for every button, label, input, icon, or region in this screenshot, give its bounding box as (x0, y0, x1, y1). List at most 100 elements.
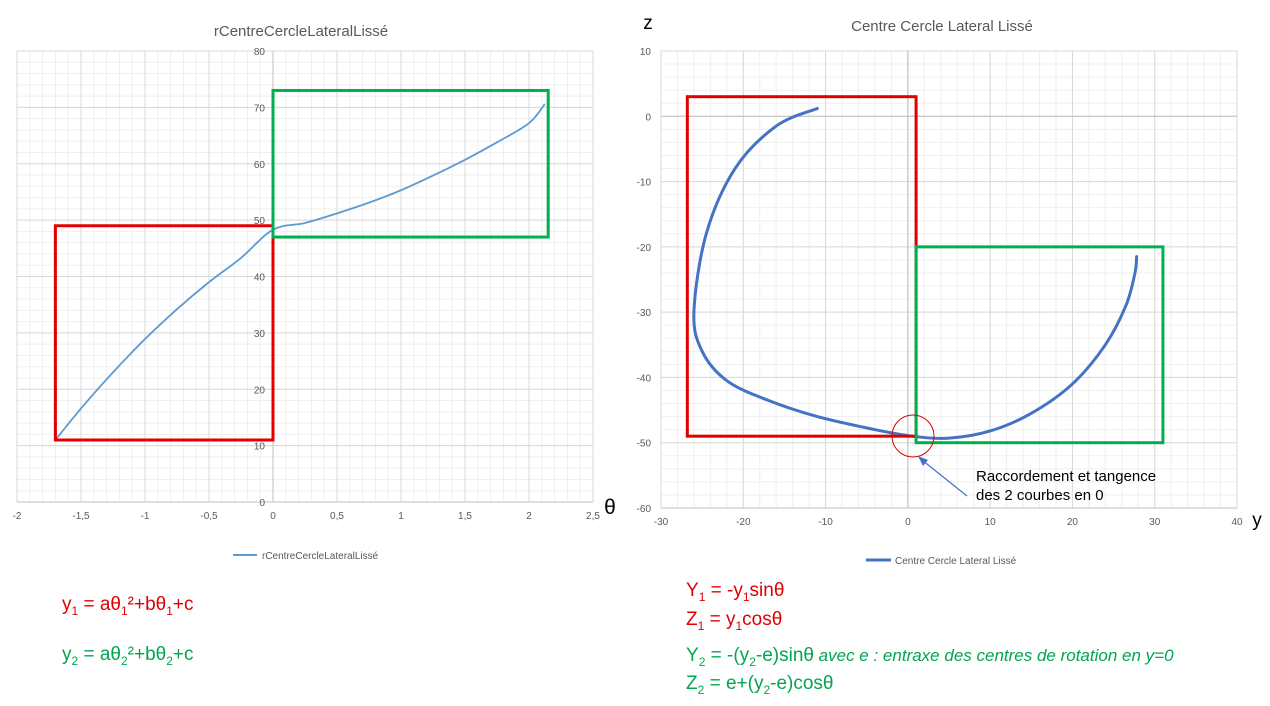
tangency-circle (891, 414, 935, 458)
formula-Z1: Z1 = y1cosθ (686, 609, 782, 633)
y-tick-label: -20 (637, 243, 652, 254)
formula-y2: y2 = aθ2²+bθ2+c (62, 644, 194, 668)
formula-y2-end: +c (172, 644, 194, 665)
x-tick-label: 20 (1067, 517, 1079, 528)
left-chart-legend: rCentreCercleLateralLissé (233, 551, 379, 562)
y-tick-label: 60 (254, 160, 266, 171)
y-tick-label: 80 (254, 47, 266, 58)
y-tick-label: -40 (637, 373, 652, 384)
formula-Z1-s2: 1 (735, 618, 743, 633)
right-chart-series (692, 106, 1139, 440)
series-line (54, 103, 546, 441)
right-chart-title: Centre Cercle Lateral Lissé (851, 18, 1033, 35)
annotation-line-1: Raccordement et tangence (976, 468, 1156, 485)
formula-Y2: Y2 = -(y2-e)sinθ avec e : entraxe des ce… (686, 645, 1174, 669)
x-tick-label: 10 (985, 517, 997, 528)
y-tick-label: 70 (254, 103, 266, 114)
right-chart: -30 -20 -10 0 10 20 30 40-60-50-40-30-20-10010 … (637, 13, 1263, 567)
right-chart-axes (661, 51, 1237, 509)
formula-Z1-s1: 1 (697, 618, 705, 633)
formula-Y1: Y1 = -y1sinθ (686, 580, 784, 604)
formula-Z2-a: Z (686, 673, 698, 694)
x-tick-label: 2,5 (586, 511, 600, 522)
annotation-text: Raccordement et tangence des 2 courbes e… (976, 468, 1160, 504)
left-chart-boxes (53, 88, 550, 442)
formula-Z2-c: -e)cosθ (770, 673, 834, 694)
y-tick-label: -60 (637, 504, 652, 515)
right-chart-boxes (685, 95, 1165, 445)
red-highlight-box (53, 224, 275, 442)
green-highlight-box (914, 245, 1165, 445)
y-tick-label: -50 (637, 439, 652, 450)
formula-Y1-a: Y (686, 580, 699, 601)
formula-Z1-b: = y (704, 609, 736, 630)
y-tick-label: 0 (259, 498, 265, 509)
x-tick-label: -20 (736, 517, 751, 528)
x-tick-label: 0 (905, 517, 911, 528)
green-highlight-box (271, 88, 550, 239)
formula-Z2-b: = e+(y (704, 673, 764, 694)
right-chart-legend: Centre Cercle Lateral Lissé (866, 556, 1017, 567)
left-chart-ticks: -2 -1,5 -1 -0,5 0 0,5 1 1,5 2 2,5 0 10 20 30 40 50 60 70 8… (13, 47, 601, 522)
formula-Y1-b: = -y (705, 580, 743, 601)
formula-y1-sub2: 1 (120, 603, 128, 618)
y-tick-label: 10 (254, 442, 266, 453)
formula-y2-sub2: 2 (120, 653, 128, 668)
y-tick-label: -30 (637, 308, 652, 319)
formula-Y1-s2: 1 (742, 589, 750, 604)
left-chart: -2 -1,5 -1 -0,5 0 0,5 1 1,5 2 2,5 0 10 20 30 40 50 60 70 8… (13, 23, 616, 562)
formula-Y2-b: = -(y (705, 645, 750, 666)
y-tick-label: 30 (254, 329, 266, 340)
formula-y2-tail: ²+bθ (127, 644, 167, 665)
formula-y1-end: +c (172, 594, 194, 615)
y-tick-label: -10 (637, 178, 652, 189)
x-tick-label: 2 (526, 511, 532, 522)
y-tick-label: 50 (254, 216, 266, 227)
right-chart-x-label: y (1252, 510, 1262, 531)
formula-Y2-note: avec e : entraxe des centres de rotation… (813, 646, 1174, 665)
formula-y1-eq: = aθ (78, 594, 121, 615)
formula-y2-var: y (62, 644, 72, 665)
y-tick-label: 10 (640, 47, 652, 58)
left-legend-label: rCentreCercleLateralLissé (262, 551, 379, 562)
left-chart-series (54, 103, 546, 441)
x-tick-label: -30 (654, 517, 669, 528)
formula-y1-sub: 1 (71, 603, 79, 618)
formula-Z1-c: cosθ (742, 609, 783, 630)
formula-Y2-c: -e)sinθ (755, 645, 814, 666)
x-tick-label: -1 (141, 511, 150, 522)
formula-y1: y1 = aθ1²+bθ1+c (62, 594, 194, 618)
annotation-arrow (921, 459, 968, 497)
left-chart-title: rCentreCercleLateralLissé (214, 23, 388, 40)
formula-Y2-s2: 2 (749, 654, 756, 669)
y-tick-label: 40 (254, 273, 266, 284)
y-tick-label: 0 (645, 112, 651, 123)
formula-Z1-a: Z (686, 609, 698, 630)
formula-Z2-s2: 2 (763, 682, 771, 697)
formula-y1-var: y (62, 594, 72, 615)
formula-y2-eq: = aθ (78, 644, 121, 665)
x-tick-label: 30 (1149, 517, 1161, 528)
x-tick-label: 0 (270, 511, 276, 522)
annotation-arrowhead (918, 456, 928, 466)
x-tick-label: -10 (818, 517, 833, 528)
right-legend-label: Centre Cercle Lateral Lissé (895, 556, 1017, 567)
y-tick-label: 20 (254, 385, 266, 396)
x-tick-label: -0,5 (200, 511, 218, 522)
formula-Y1-s1: 1 (698, 589, 706, 604)
tangency-annotation: Raccordement et tangence des 2 courbes e… (891, 414, 1160, 504)
x-tick-label: 0,5 (330, 511, 344, 522)
formula-y2-sub: 2 (71, 653, 79, 668)
left-chart-grid (16, 50, 594, 503)
formula-Z2: Z2 = e+(y2-e)cosθ (686, 673, 834, 697)
x-tick-label: 1,5 (458, 511, 472, 522)
formula-Z2-s1: 2 (697, 682, 705, 697)
formula-y1-tail: ²+bθ (127, 594, 167, 615)
x-tick-label: -1,5 (72, 511, 90, 522)
formula-Y2-s1: 2 (698, 654, 706, 669)
left-chart-x-label: θ (604, 496, 616, 519)
right-chart-y-label: z (643, 13, 653, 34)
formula-Y2-a: Y (686, 645, 699, 666)
x-tick-label: -2 (13, 511, 22, 522)
